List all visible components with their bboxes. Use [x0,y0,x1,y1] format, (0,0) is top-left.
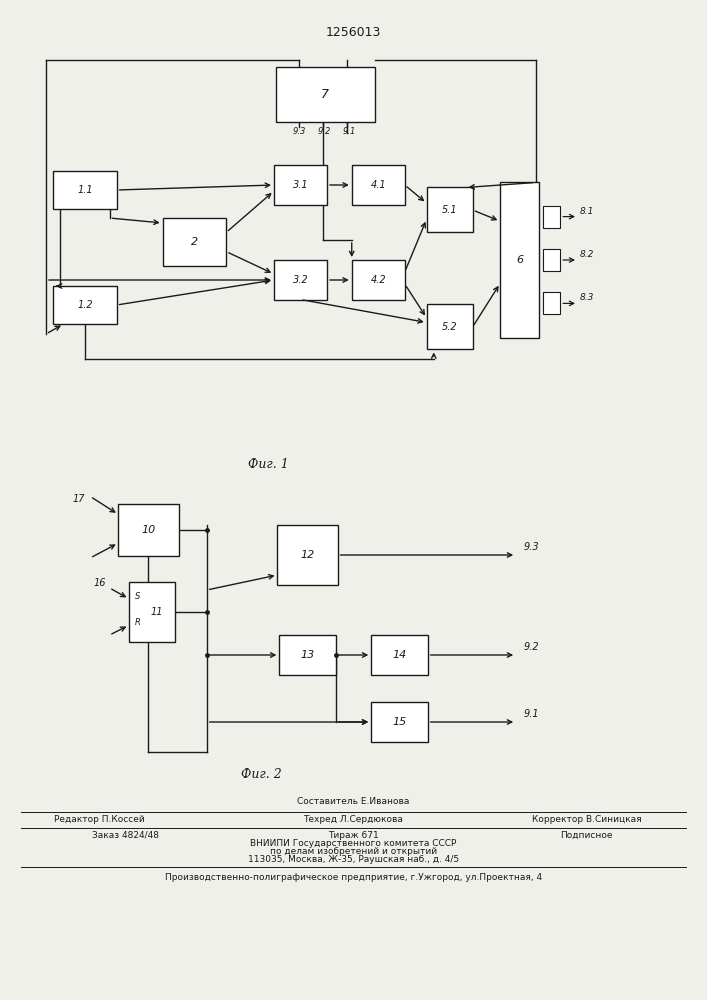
Text: 13: 13 [300,650,315,660]
Text: 2: 2 [191,237,198,247]
Text: 17: 17 [72,494,85,504]
Text: 4.1: 4.1 [370,180,386,190]
Bar [371,702,428,742]
Text: Составитель Е.Иванова: Составитель Е.Иванова [298,798,409,806]
Text: по делам изобретений и открытий: по делам изобретений и открытий [270,846,437,856]
Text: Фиг. 1: Фиг. 1 [248,458,289,472]
Text: 3.1: 3.1 [293,180,308,190]
Text: 8.3: 8.3 [580,293,594,302]
Text: 1.1: 1.1 [77,185,93,195]
Text: Заказ 4824/48: Заказ 4824/48 [92,830,159,840]
Text: 7: 7 [321,89,329,102]
Text: Подписное: Подписное [561,830,613,840]
Text: Производственно-полиграфическое предприятие, г.Ужгород, ул.Проектная, 4: Производственно-полиграфическое предприя… [165,872,542,882]
Text: 16: 16 [93,578,106,588]
Text: 9.3: 9.3 [523,542,539,552]
Text: 14: 14 [392,650,407,660]
Text: 9.1: 9.1 [343,127,356,136]
Text: 5.2: 5.2 [442,322,457,332]
Text: 9.2: 9.2 [317,127,331,136]
Text: S: S [134,592,140,601]
Text: 9.3: 9.3 [293,127,306,136]
Text: ВНИИПИ Государственного комитета СССР: ВНИИПИ Государственного комитета СССР [250,838,457,848]
Bar [118,504,178,556]
Text: 3.2: 3.2 [293,275,308,285]
Bar [351,260,404,300]
Bar [276,67,375,122]
Bar [277,525,338,585]
Bar [279,635,336,675]
Text: R: R [134,618,141,627]
Text: 4.2: 4.2 [370,275,386,285]
Text: 8.1: 8.1 [580,207,594,216]
Text: 1.2: 1.2 [77,300,93,310]
Bar [274,260,327,300]
Bar [542,292,560,314]
Text: 9.1: 9.1 [523,709,539,719]
Bar [426,304,472,349]
Bar [163,218,226,266]
Bar [274,165,327,205]
Text: 15: 15 [392,717,407,727]
Bar [426,187,472,232]
Text: Редактор П.Коссей: Редактор П.Коссей [54,814,144,824]
Text: 9.2: 9.2 [523,642,539,652]
Bar [542,206,560,228]
Text: 1256013: 1256013 [326,25,381,38]
Text: 113035, Москва, Ж-35, Раушская наб., д. 4/5: 113035, Москва, Ж-35, Раушская наб., д. … [248,854,459,863]
Bar [53,286,117,324]
Text: 10: 10 [141,525,156,535]
Text: 5.1: 5.1 [442,205,457,215]
Text: 11: 11 [151,607,163,617]
Text: Техред Л.Сердюкова: Техред Л.Сердюкова [303,814,404,824]
Bar [53,171,117,209]
Text: 8.2: 8.2 [580,250,594,259]
Text: Фиг. 2: Фиг. 2 [241,768,282,782]
Bar [129,582,175,642]
Bar [351,165,404,205]
Bar [371,635,428,675]
Text: Корректор В.Синицкая: Корректор В.Синицкая [532,814,642,824]
Bar [500,182,539,338]
Text: Тираж 671: Тираж 671 [328,830,379,840]
Text: 12: 12 [300,550,315,560]
Text: 6: 6 [516,255,523,265]
Bar [542,249,560,271]
